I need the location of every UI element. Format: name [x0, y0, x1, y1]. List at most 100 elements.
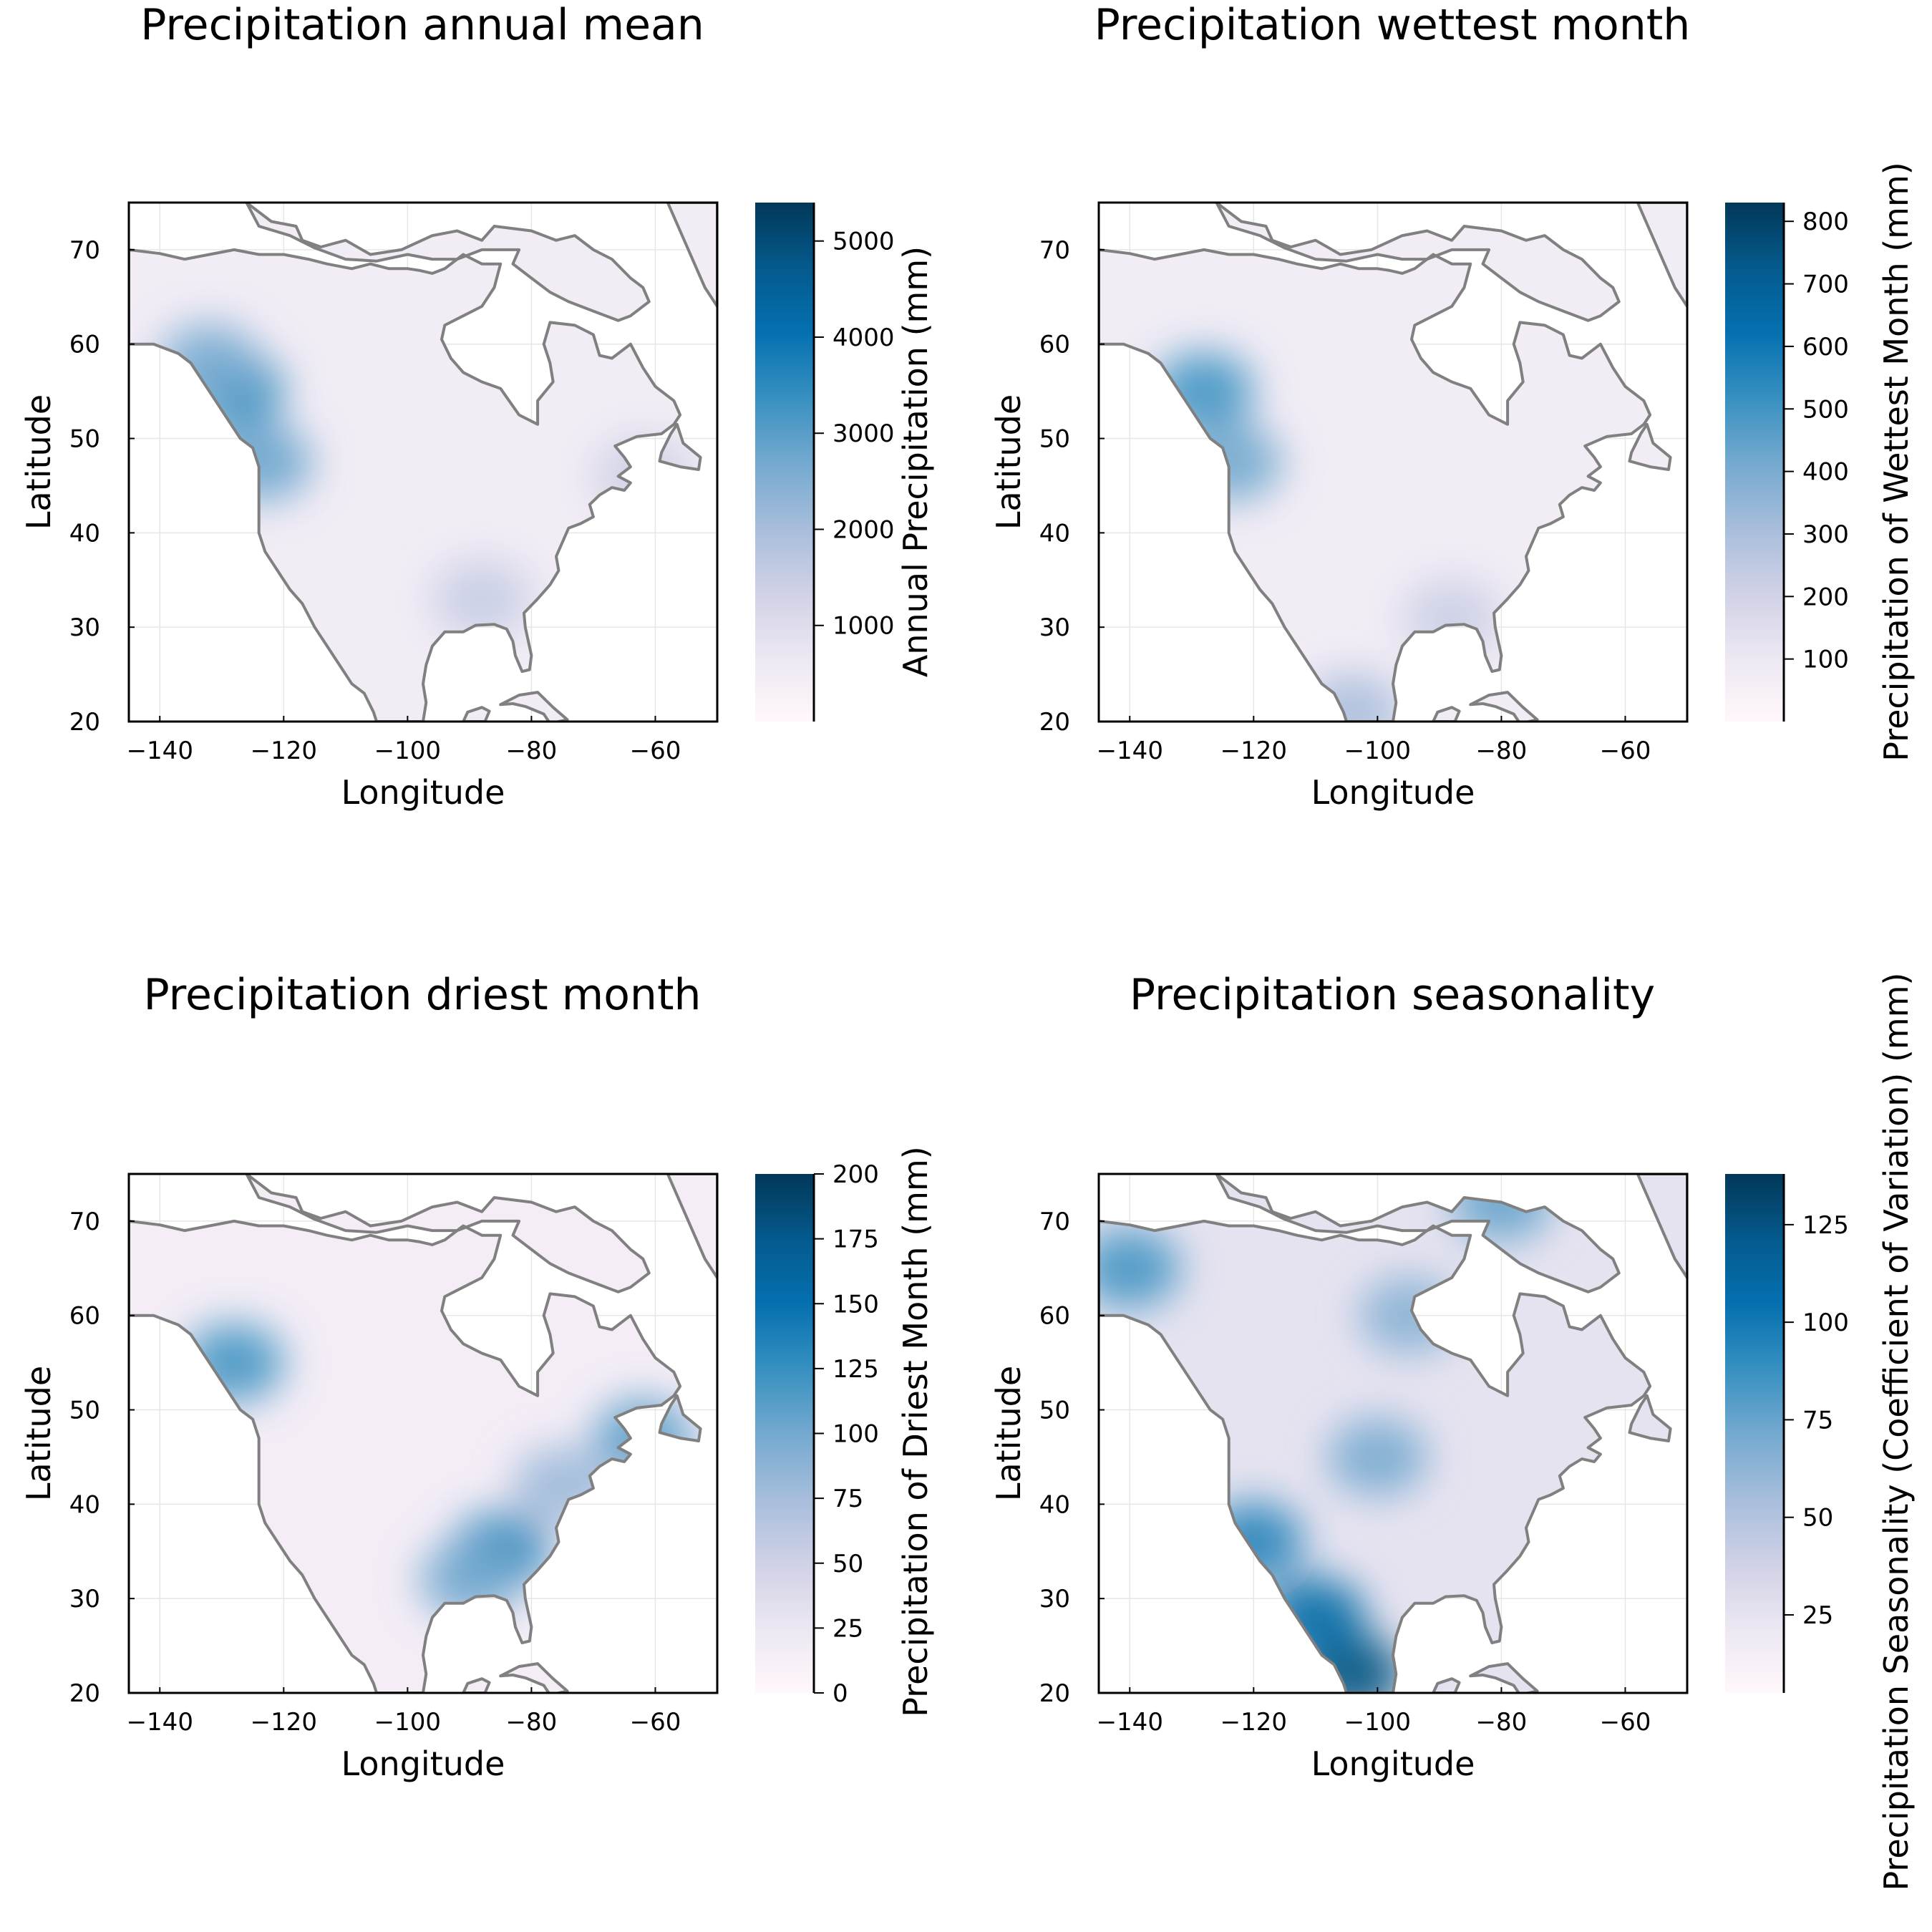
- y-tick-label: 40: [1039, 1490, 1070, 1519]
- coastline-path: [1432, 706, 1461, 722]
- heatmap-hotspot: [1154, 351, 1255, 431]
- colorbar-tick-label: 150: [832, 1290, 879, 1319]
- plot-frame: [1097, 1173, 1689, 1694]
- y-tick-label: 70: [1039, 1208, 1070, 1236]
- y-tick-label: 20: [1039, 1679, 1070, 1708]
- panel-driest-month: Precipitation driest month −140 −120 −100 −…: [19, 970, 935, 1783]
- colorbar-tick-label: 3000: [832, 419, 895, 448]
- y-tick-label: 50: [1039, 1397, 1070, 1425]
- x-tick-label: −80: [506, 737, 558, 765]
- colorbar-tick-label: 25: [1802, 1601, 1833, 1630]
- coastline-path: [658, 1394, 702, 1442]
- x-axis-label: Longitude: [1311, 1744, 1475, 1783]
- colorbar-tick-label: 5000: [832, 228, 895, 256]
- coastline: [129, 1174, 717, 1693]
- colorbar-tick-label: 125: [1802, 1211, 1849, 1240]
- coastline-path: [1469, 1662, 1539, 1693]
- heatmap-hotspot: [1327, 1417, 1428, 1497]
- coastline-path: [1099, 248, 1652, 722]
- coastline-path: [245, 1174, 651, 1293]
- y-tick-label: 50: [69, 1397, 100, 1425]
- coastline-path: [245, 203, 651, 322]
- y-tick-label: 70: [69, 1208, 100, 1236]
- coastline-path: [1432, 1677, 1461, 1693]
- coastline-path: [1099, 1219, 1652, 1693]
- colorbar-label: Annual Precipitation (mm): [896, 246, 935, 677]
- y-tick-label: 20: [69, 1679, 100, 1708]
- x-tick-label: −140: [1097, 1708, 1163, 1737]
- colorbar-tick-label: 50: [832, 1550, 863, 1578]
- x-tick-label: −120: [251, 1708, 317, 1737]
- x-tick-label: −60: [630, 1708, 681, 1737]
- heatmap-hotspot: [419, 1540, 520, 1619]
- y-tick-label: 30: [1039, 613, 1070, 642]
- colorbar-tick-label: 300: [1802, 520, 1849, 549]
- heatmap-hotspot: [1182, 422, 1283, 502]
- x-tick-label: −140: [127, 737, 193, 765]
- colorbar-tick-label: 1000: [832, 612, 895, 641]
- x-tick-label: −140: [127, 1708, 193, 1737]
- y-tick-label: 50: [69, 425, 100, 454]
- coastline-path: [499, 1662, 569, 1693]
- coastline-path: [1215, 203, 1621, 322]
- x-tick-label: −100: [1344, 737, 1411, 765]
- y-tick-label: 50: [1039, 425, 1070, 454]
- colorbar-tick-label: 25: [832, 1614, 863, 1643]
- x-tick-label: −80: [506, 1708, 558, 1737]
- colorbar-tick-label: 0: [832, 1679, 848, 1708]
- heatmap-hotspot: [1099, 1228, 1180, 1308]
- x-tick-label: −100: [374, 737, 441, 765]
- colorbar: [755, 1174, 814, 1693]
- colorbar-tick-label: 100: [1802, 646, 1849, 674]
- coastline-path: [1628, 422, 1672, 471]
- x-tick-label: −60: [1600, 1708, 1651, 1737]
- panel-annual-mean: Precipitation annual mean −140 −120 −100 −8…: [19, 0, 935, 812]
- colorbar: [755, 203, 814, 722]
- x-tick-label: −80: [1476, 737, 1528, 765]
- x-tick-label: −80: [1476, 1708, 1528, 1737]
- colorbar-tick-label: 100: [832, 1420, 879, 1449]
- y-tick-label: 40: [69, 519, 100, 548]
- coastline-path: [129, 1219, 682, 1693]
- colorbar-tick-label: 100: [1802, 1309, 1849, 1337]
- x-axis-label: Longitude: [341, 773, 505, 812]
- colorbar-label: Precipitation Seasonality (Coefficient o…: [1877, 972, 1916, 1890]
- x-tick-label: −120: [1220, 1708, 1287, 1737]
- coastline-path: [666, 1174, 717, 1279]
- colorbar-tick-label: 175: [832, 1225, 879, 1254]
- x-tick-label: −120: [251, 737, 317, 765]
- y-tick-label: 30: [69, 1585, 100, 1613]
- colorbar-tick-label: 200: [1802, 583, 1849, 611]
- heatmap-hotspot: [432, 559, 533, 639]
- y-axis-label: Latitude: [19, 1366, 58, 1501]
- panel-wettest-month: Precipitation wettest month −140 −120 −100…: [989, 0, 1916, 812]
- colorbar-tick-label: 200: [832, 1160, 879, 1189]
- heatmap-hotspot: [184, 1323, 285, 1402]
- colorbar-tick-label: 4000: [832, 324, 895, 352]
- y-tick-label: 40: [1039, 519, 1070, 548]
- colorbar-tick-label: 700: [1802, 271, 1849, 299]
- colorbar-tick-label: 75: [1802, 1406, 1833, 1435]
- x-tick-label: −60: [1600, 737, 1651, 765]
- coastline-path: [129, 248, 682, 722]
- x-tick-label: −100: [374, 1708, 441, 1737]
- panel-title: Precipitation driest month: [143, 970, 701, 1020]
- heatmap-hotspot: [1402, 578, 1503, 657]
- plot-frame: [1097, 201, 1689, 723]
- y-tick-label: 30: [69, 613, 100, 642]
- y-axis-label: Latitude: [989, 1366, 1028, 1501]
- panel-title: Precipitation seasonality: [1130, 970, 1655, 1020]
- y-tick-label: 60: [69, 1302, 100, 1331]
- colorbar-label: Precipitation of Driest Month (mm): [896, 1146, 935, 1717]
- coastline: [129, 203, 717, 722]
- colorbar-tick-label: 50: [1802, 1504, 1833, 1533]
- y-tick-label: 20: [1039, 708, 1070, 737]
- heatmap-hotspot: [212, 422, 313, 502]
- y-axis-label: Latitude: [19, 394, 58, 530]
- coastline-path: [658, 422, 702, 471]
- y-tick-label: 70: [1039, 236, 1070, 265]
- coastline-path: [1215, 1174, 1621, 1293]
- colorbar-tick-label: 2000: [832, 515, 895, 544]
- y-axis-label: Latitude: [989, 394, 1028, 530]
- coastline-path: [1469, 691, 1539, 722]
